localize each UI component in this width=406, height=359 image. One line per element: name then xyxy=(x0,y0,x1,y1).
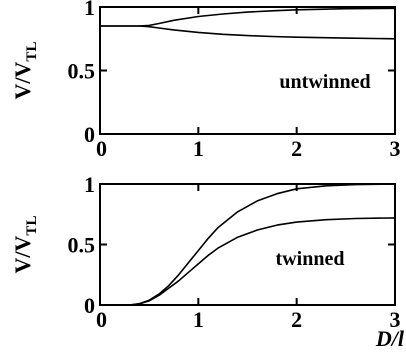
y-axis-label: V/VTL xyxy=(10,216,40,274)
panel-annotation: untwinned xyxy=(279,71,370,93)
series-line xyxy=(100,25,396,40)
x-tick-label: 2 xyxy=(291,136,302,161)
twinned-panel: 0 1 2 3 0 0.5 1 V/VTL twinned D/l xyxy=(10,172,405,351)
untwinned-panel: 0 1 2 3 0 0.5 1 V/VTL untwinned xyxy=(10,0,401,161)
y-axis-label-main: V/V xyxy=(10,61,35,99)
series-line xyxy=(100,7,396,27)
panel-annotation: twinned xyxy=(276,248,345,270)
x-tick-label: 2 xyxy=(291,307,302,332)
x-axis-label: D/l xyxy=(375,326,405,351)
x-tick-label: 1 xyxy=(193,136,204,161)
y-axis-label: V/VTL xyxy=(10,42,40,100)
ticks: 0 1 2 3 0 0.5 1 xyxy=(68,0,401,161)
y-tick-label: 0 xyxy=(84,122,95,147)
series-group xyxy=(100,183,396,306)
y-axis-label-subscript: TL xyxy=(24,216,40,236)
x-tick-label: 1 xyxy=(193,307,204,332)
y-tick-label: 0.5 xyxy=(68,233,96,258)
plot-frame xyxy=(99,183,396,306)
x-tick-label: 3 xyxy=(390,136,401,161)
x-tick-label: 0 xyxy=(96,136,107,161)
x-tick-label: 3 xyxy=(390,307,401,332)
y-tick-label: 0.5 xyxy=(68,59,96,84)
series-line xyxy=(100,183,396,306)
y-axis-label-main: V/V xyxy=(10,235,35,273)
x-tick-label: 0 xyxy=(96,307,107,332)
series-line xyxy=(100,217,396,306)
y-tick-label: 0 xyxy=(84,293,95,318)
y-axis-label-subscript: TL xyxy=(24,42,40,62)
y-tick-label: 1 xyxy=(84,0,95,20)
y-tick-label: 1 xyxy=(84,172,95,197)
ticks: 0 1 2 3 0 0.5 1 xyxy=(68,172,401,332)
series-group xyxy=(100,7,396,40)
